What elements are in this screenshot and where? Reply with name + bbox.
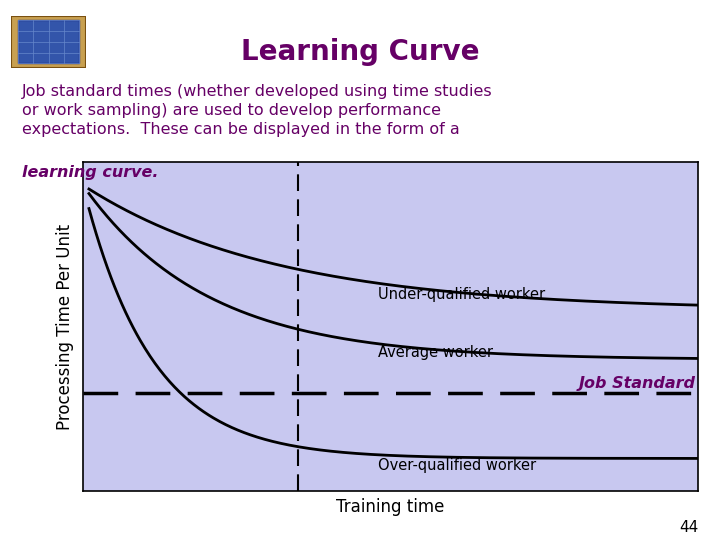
Text: Job standard times (whether developed using time studies
or work sampling) are u: Job standard times (whether developed us… <box>22 84 492 137</box>
Text: Learning Curve: Learning Curve <box>240 38 480 66</box>
Text: Job Standard: Job Standard <box>578 376 696 391</box>
Text: Over-qualified worker: Over-qualified worker <box>378 458 536 473</box>
Text: Average worker: Average worker <box>378 346 493 361</box>
Y-axis label: Processing Time Per Unit: Processing Time Per Unit <box>56 224 74 430</box>
Bar <box>19 21 79 63</box>
Text: 44: 44 <box>679 519 698 535</box>
Text: learning curve.: learning curve. <box>22 165 158 180</box>
Text: Under-qualified worker: Under-qualified worker <box>378 287 546 302</box>
X-axis label: Training time: Training time <box>336 498 445 516</box>
